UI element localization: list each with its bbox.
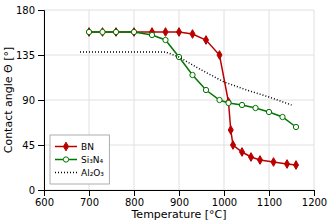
tick: 135 [16, 50, 44, 61]
tick-label: 800 [125, 197, 144, 208]
marker [163, 37, 168, 42]
marker [253, 105, 258, 110]
tick-label: 0 [29, 185, 35, 196]
marker [113, 28, 118, 37]
marker [280, 114, 285, 119]
legend-item: Si₃N₄ [55, 155, 104, 165]
marker [230, 141, 235, 150]
tick-label: 45 [22, 140, 35, 151]
marker [228, 126, 233, 135]
plot-root: 600 700 800 900 1000 1100 1200 0 45 90 135 180 BN Si₃… [16, 5, 327, 208]
series-line [80, 52, 292, 105]
legend-label: Si₃N₄ [81, 155, 104, 165]
legend-item: Al₂O₃ [55, 168, 104, 178]
marker [203, 36, 208, 45]
marker [131, 29, 136, 34]
legend-label: BN [81, 142, 94, 152]
marker [248, 153, 253, 162]
tick: 700 [80, 190, 99, 208]
marker [100, 29, 105, 34]
tick-mark [224, 190, 225, 196]
tick-label: 1100 [257, 197, 282, 208]
axis-line [45, 191, 315, 197]
tick: 600 [35, 190, 54, 208]
marker [86, 29, 91, 34]
axis-line [38, 11, 45, 191]
grid-line [44, 10, 314, 11]
legend-label: Al₂O₃ [81, 168, 104, 178]
marker [257, 156, 262, 165]
tick-label: 700 [80, 197, 99, 208]
tick-mark [38, 190, 44, 191]
tick-label: 135 [16, 50, 35, 61]
tick-label: 90 [22, 95, 35, 106]
marker [190, 72, 195, 77]
marker [226, 98, 231, 107]
tick-mark [38, 55, 44, 56]
series-line [89, 32, 296, 127]
marker [239, 102, 244, 107]
tick-label: 600 [35, 197, 54, 208]
marker [100, 28, 105, 37]
tick-mark [179, 190, 180, 196]
marker [217, 51, 222, 60]
tick: 1000 [212, 190, 237, 208]
tick-label: 1200 [302, 197, 327, 208]
tick-mark [134, 190, 135, 196]
plot-area [80, 28, 299, 170]
marker [149, 32, 154, 37]
marker [226, 100, 231, 105]
tick-label: 1000 [212, 197, 237, 208]
legend: BN Si₃N₄ Al₂O₃ [50, 135, 109, 184]
tick-mark [89, 190, 90, 196]
y-axis: 0 45 90 135 180 [16, 5, 45, 196]
chart: 600 700 800 900 1000 1100 1200 0 45 90 135 180 BN Si₃… [0, 0, 328, 222]
legend-marker [63, 157, 68, 162]
marker [176, 28, 181, 37]
x-axis: 600 700 800 900 1000 1100 1200 [35, 190, 327, 208]
tick-mark [38, 145, 44, 146]
tick: 800 [125, 190, 144, 208]
marker [86, 28, 91, 37]
legend-box [50, 135, 109, 184]
marker [163, 28, 168, 37]
tick-label: 180 [16, 5, 35, 16]
legend-marker [63, 142, 68, 151]
tick-mark [314, 190, 315, 196]
tick: 1200 [302, 190, 327, 208]
tick: 0 [29, 185, 44, 196]
tick: 1100 [257, 190, 282, 208]
x-axis-title: Temperature [°C] [131, 208, 227, 221]
tick-mark [38, 10, 44, 11]
tick-mark [269, 190, 270, 196]
series-line [89, 32, 296, 165]
marker [293, 124, 298, 129]
marker [239, 148, 244, 157]
tick: 900 [170, 190, 189, 208]
tick-mark [38, 100, 44, 101]
tick: 180 [16, 5, 44, 16]
tick-label: 900 [170, 197, 189, 208]
y-axis-title: Contact angle Θ [°] [2, 47, 15, 154]
grid-line [44, 100, 314, 101]
marker [190, 30, 195, 39]
grid [44, 10, 314, 190]
marker [203, 87, 208, 92]
marker [284, 160, 289, 169]
marker [217, 97, 222, 102]
tick: 90 [22, 95, 44, 106]
legend-item: BN [55, 142, 94, 152]
legend-swatch [55, 172, 77, 174]
marker [113, 29, 118, 34]
marker [266, 109, 271, 114]
marker [271, 158, 276, 167]
tick: 45 [22, 140, 44, 151]
marker [131, 28, 136, 37]
marker [293, 161, 298, 170]
